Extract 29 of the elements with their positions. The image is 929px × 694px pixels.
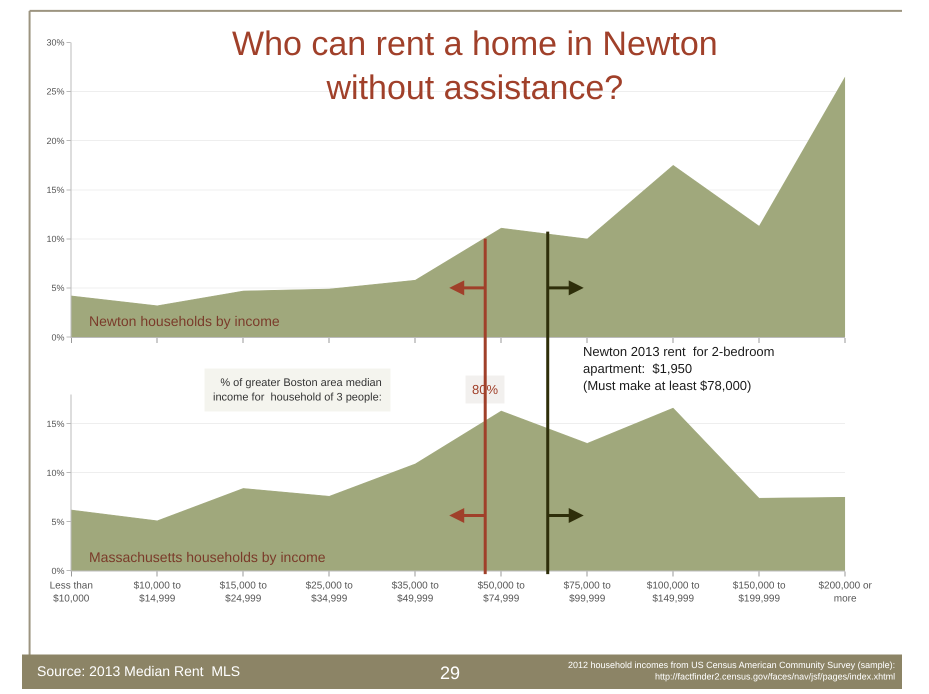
x-tick-label: $75,000 to $99,999 — [564, 580, 612, 605]
text: 29 — [440, 663, 460, 683]
chart-title: Who can rent a home in Newton without assistance? — [232, 25, 718, 108]
text: Newton 2013 rent for 2-bedroom apartment: $1,950 (Must make at least $78,000) — [583, 344, 774, 393]
y-tick-label: 10% — [46, 234, 64, 244]
x-tick-label: $25,000 to $34,999 — [306, 580, 354, 605]
text: 2012 household incomes from US Census American Community Survey (sample): http://factfinder2.census.gov/faces/nav/jsf/pages/index.xhtml — [568, 660, 896, 682]
annotation: % of greater Boston area median income for household of 3 people: — [213, 377, 382, 404]
x-tick-label: $15,000 to $24,999 — [220, 580, 268, 605]
y-tick-label: 25% — [46, 86, 64, 97]
y-tick-label: 15% — [46, 418, 64, 429]
y-tick-label: 5% — [51, 516, 64, 527]
source-note: Source: 2013 Median Rent MLS — [37, 663, 240, 679]
y-tick-label: 5% — [51, 283, 64, 294]
y-tick-label: 30% — [46, 38, 64, 48]
y-tick-label: 0% — [51, 332, 64, 342]
x-tick-label: $150,000 to $199,999 — [732, 580, 786, 605]
x-tick-label: $10,000 to $14,999 — [134, 580, 182, 605]
y-tick-label: 0% — [51, 566, 64, 576]
y-tick-label: 10% — [46, 468, 64, 478]
x-tick-label: $200,000 or more — [818, 580, 873, 605]
y-tick-label: 20% — [46, 136, 64, 146]
y-tick-label: 15% — [46, 184, 64, 195]
series-label: Newton households by income — [89, 313, 280, 329]
x-tick-label: Less than $10,000 — [50, 580, 93, 605]
x-tick-label: $35,000 to $49,999 — [392, 580, 440, 605]
x-tick-label: $100,000 to $149,999 — [646, 580, 700, 605]
series-label: Massachusetts households by income — [89, 549, 326, 565]
x-tick-label: $50,000 to $74,999 — [478, 580, 526, 605]
